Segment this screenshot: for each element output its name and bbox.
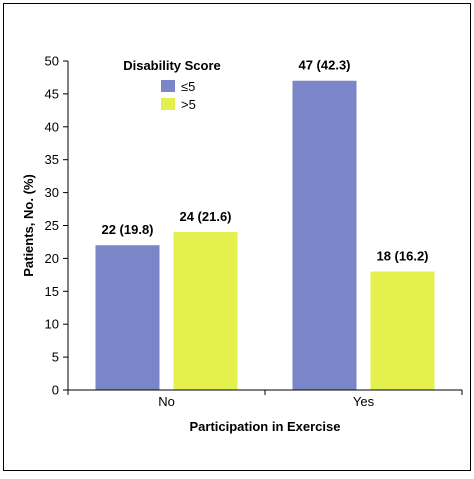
y-tick-label: 30 [45,185,59,200]
y-tick-label: 50 [45,54,59,69]
bar [370,271,435,390]
y-tick-label: 10 [45,317,59,332]
legend-title: Disability Score [123,58,221,73]
x-axis-title: Participation in Exercise [189,419,340,434]
bar [173,232,238,390]
bar [95,245,160,390]
legend: Disability Score ≤5 >5 [123,58,221,112]
x-tick-label: No [158,394,175,409]
bar [292,80,357,391]
y-tick-label: 40 [45,119,59,134]
legend-entry: ≤5 [181,79,195,94]
y-tick-label: 0 [52,383,59,398]
y-tick-label: 35 [45,152,59,167]
data-label: 24 (21.6) [179,209,231,224]
x-tick-label: Yes [353,394,375,409]
data-label: 22 (19.8) [101,222,153,237]
y-tick-label: 20 [45,251,59,266]
legend-swatch [161,98,175,110]
y-tick-label: 45 [45,86,59,101]
legend-swatch [161,80,175,92]
y-axis-title: Patients, No. (%) [21,174,36,277]
y-tick-label: 15 [45,284,59,299]
data-label: 47 (42.3) [298,58,350,73]
y-tick-label: 25 [45,218,59,233]
y-tick-label: 5 [52,350,59,365]
legend-entry: >5 [181,97,196,112]
data-label: 18 (16.2) [376,249,428,264]
